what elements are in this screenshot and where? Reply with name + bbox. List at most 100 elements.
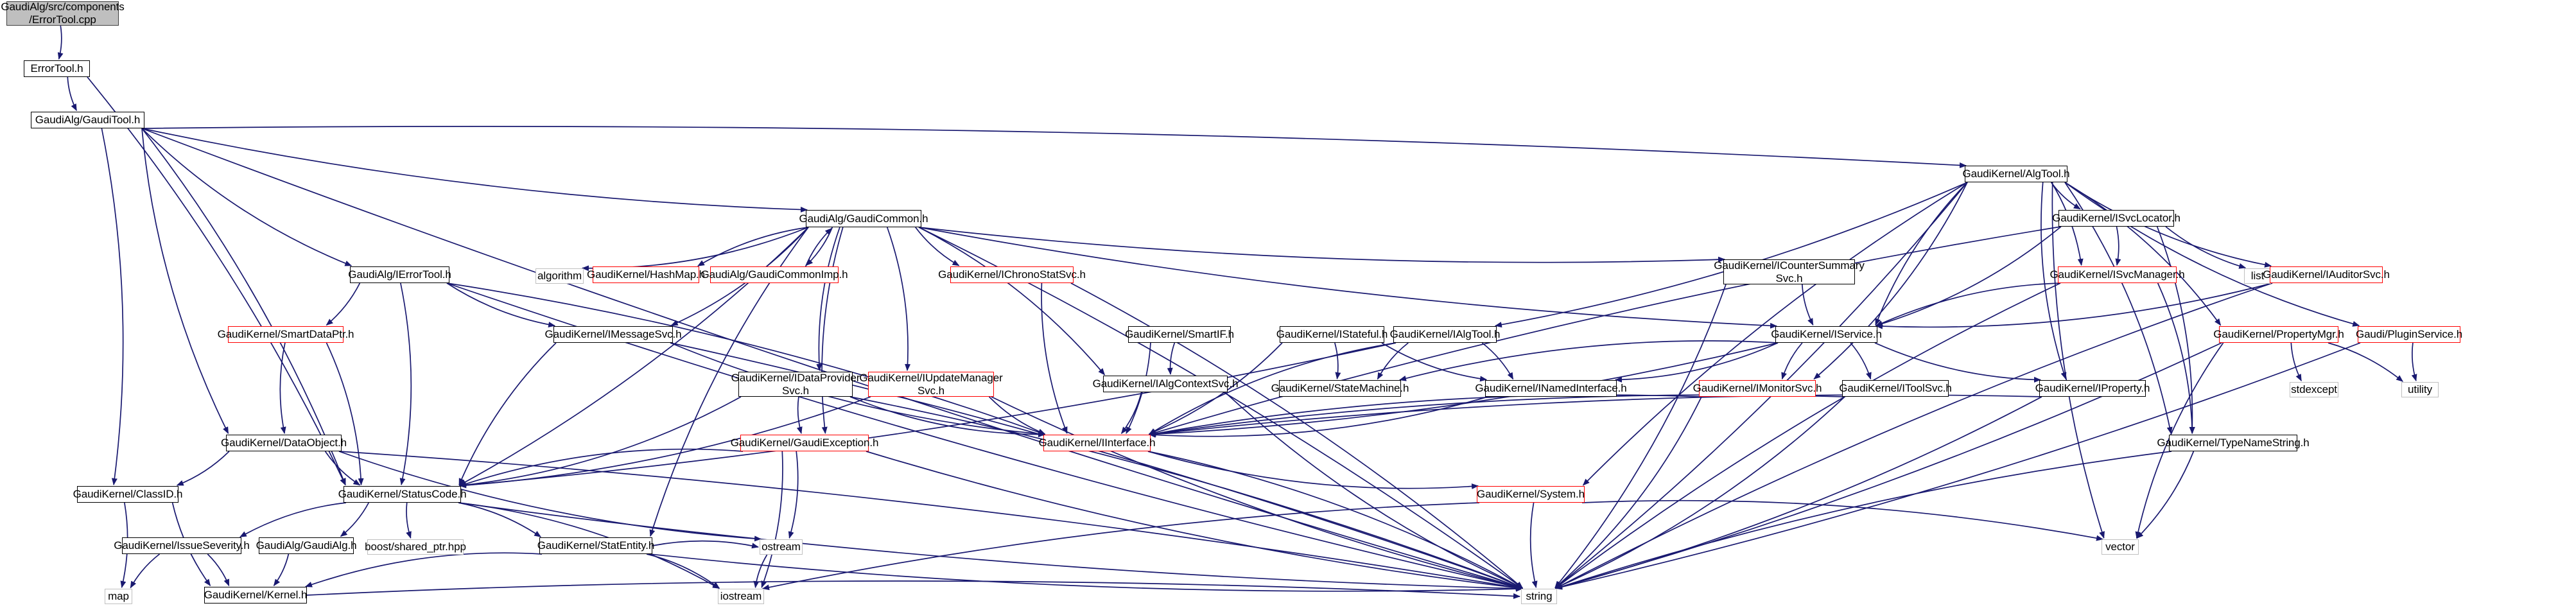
- graph-node-utility[interactable]: utility: [2401, 382, 2439, 397]
- graph-edge: [446, 282, 556, 327]
- graph-node-typenamestring[interactable]: GaudiKernel/TypeNameString.h: [2157, 435, 2310, 451]
- graph-edge: [1377, 342, 1409, 380]
- graph-edge: [67, 76, 77, 111]
- graph-edge: [326, 342, 364, 486]
- graph-node-idataprovider[interactable]: GaudiKernel/IDataProvider Svc.h: [731, 371, 860, 397]
- graph-edge: [305, 552, 543, 587]
- graph-node-icountersummary[interactable]: GaudiKernel/ICounterSummary Svc.h: [1714, 259, 1865, 284]
- graph-node-dataobject[interactable]: GaudiKernel/DataObject.h: [221, 435, 347, 451]
- graph-node-pluginservice[interactable]: Gaudi/PluginService.h: [2356, 326, 2462, 343]
- graph-node-vector[interactable]: vector: [2102, 539, 2139, 555]
- graph-node-hashmap[interactable]: GaudiKernel/HashMap.h: [587, 266, 705, 283]
- graph-node-iauditorsvc[interactable]: GaudiKernel/IAuditorSvc.h: [2263, 266, 2390, 283]
- graph-edge: [2050, 182, 2081, 210]
- graph-edge: [239, 502, 347, 538]
- graph-edge: [1147, 451, 1479, 490]
- graph-node-istateful[interactable]: GaudiKernel/IStateful.h: [1276, 326, 1388, 343]
- graph-node-ialgtool_h[interactable]: GaudiKernel/IAlgTool.h: [1390, 326, 1500, 343]
- graph-node-gaudialg_h[interactable]: GaudiAlg/GaudiAlg.h: [256, 537, 357, 554]
- graph-edge: [649, 553, 1523, 592]
- graph-edge: [1801, 284, 1814, 326]
- graph-edge: [1615, 342, 1779, 383]
- graph-node-string[interactable]: string: [1521, 589, 1557, 604]
- graph-edge: [1149, 394, 2042, 437]
- graph-node-ialgcontextsvc[interactable]: GaudiKernel/IAlgContextSvc.h: [1093, 376, 1239, 392]
- graph-edge: [1147, 451, 1523, 589]
- graph-node-iinterface[interactable]: GaudiKernel/IInterface.h: [1039, 435, 1156, 451]
- graph-edge: [1875, 282, 2273, 329]
- graph-edge: [1149, 396, 1488, 438]
- graph-node-imessagesvc[interactable]: GaudiKernel/IMessageSvc.h: [545, 326, 682, 343]
- graph-node-inamedinterface[interactable]: GaudiKernel/INamedInterface.h: [1475, 380, 1627, 397]
- graph-edge: [849, 396, 1045, 438]
- graph-node-errortool_h[interactable]: ErrorTool.h: [24, 60, 90, 77]
- graph-edge: [1581, 499, 2103, 541]
- graph-node-smartdataptr[interactable]: GaudiKernel/SmartDataPtr.h: [218, 326, 354, 343]
- graph-edge: [1149, 394, 1702, 437]
- graph-edge: [866, 451, 1523, 591]
- graph-edge: [1529, 502, 1538, 588]
- graph-edge: [849, 396, 1524, 589]
- graph-node-iostream[interactable]: iostream: [718, 589, 764, 604]
- graph-edge: [2064, 182, 2222, 326]
- graph-node-gaudicommonimp[interactable]: GaudiAlg/GaudiCommonImp.h: [701, 266, 848, 283]
- graph-edge: [2328, 342, 2403, 382]
- graph-edge: [1781, 342, 1803, 380]
- graph-edge: [399, 282, 412, 485]
- graph-node-map[interactable]: map: [105, 589, 132, 604]
- graph-node-statemachine[interactable]: GaudiKernel/StateMachine.h: [1271, 380, 1409, 397]
- graph-node-boostsharedptr[interactable]: boost/shared_ptr.hpp: [365, 539, 466, 555]
- graph-node-kernel_h[interactable]: GaudiKernel/Kernel.h: [204, 587, 307, 604]
- graph-node-ialgtool_top[interactable]: GaudiKernel/AlgTool.h: [1962, 166, 2070, 182]
- graph-edge: [141, 128, 229, 434]
- graph-node-smartif[interactable]: GaudiKernel/SmartIF.h: [1125, 326, 1234, 343]
- graph-node-ichronostatsvc[interactable]: GaudiKernel/IChronoStatSvc.h: [938, 266, 1086, 283]
- graph-node-gaudicommon_h[interactable]: GaudiAlg/GaudiCommon.h: [799, 210, 928, 227]
- graph-edge: [753, 554, 768, 589]
- graph-edge: [1494, 182, 1968, 328]
- graph-node-issueseverity[interactable]: GaudiKernel/IssueSeverity.h: [114, 537, 250, 554]
- graph-edge: [652, 540, 759, 549]
- graph-node-ostream[interactable]: ostream: [760, 539, 803, 555]
- graph-edge: [886, 227, 911, 371]
- graph-node-iservice[interactable]: GaudiKernel/IService.h: [1771, 326, 1882, 343]
- graph-node-gaudiexception[interactable]: GaudiKernel/GaudiException.h: [731, 435, 878, 451]
- graph-node-imonitorsvc[interactable]: GaudiKernel/IMonitorSvc.h: [1693, 380, 1822, 397]
- graph-edge: [991, 396, 1524, 590]
- graph-edge: [1875, 226, 2062, 327]
- graph-edge: [87, 76, 346, 486]
- graph-node-root[interactable]: GaudiAlg/src/components /ErrorTool.cpp: [1, 1, 125, 26]
- graph-edge: [458, 502, 542, 537]
- graph-edge: [306, 580, 1520, 599]
- graph-node-iproperty[interactable]: GaudiKernel/IProperty.h: [2035, 380, 2150, 397]
- graph-edge: [1399, 340, 1779, 381]
- graph-edge: [406, 502, 412, 539]
- graph-node-statentity[interactable]: GaudiKernel/StatEntity.h: [537, 537, 654, 554]
- graph-edge: [458, 342, 557, 486]
- graph-edge: [1554, 396, 2042, 590]
- graph-node-classid[interactable]: GaudiKernel/ClassID.h: [73, 486, 183, 503]
- graph-node-isvclocator[interactable]: GaudiKernel/ISvcLocator.h: [2052, 210, 2180, 227]
- graph-node-ipropertymgr[interactable]: GaudiKernel/PropertyMgr.h: [2213, 326, 2344, 343]
- graph-edge: [1874, 342, 2041, 383]
- graph-node-iupdatemanager[interactable]: GaudiKernel/IUpdateManager Svc.h: [859, 371, 1003, 397]
- graph-edge: [141, 126, 1967, 168]
- graph-edge: [141, 128, 352, 266]
- graph-edge: [1875, 182, 1968, 326]
- graph-node-system_h[interactable]: GaudiKernel/System.h: [1477, 486, 1585, 503]
- graph-node-itoolsvc[interactable]: GaudiKernel/IToolSvc.h: [1839, 380, 1952, 397]
- graph-node-ierrortool_h[interactable]: GaudiAlg/IErrorTool.h: [348, 266, 451, 283]
- graph-edge: [915, 227, 960, 266]
- graph-edge: [1554, 396, 1845, 589]
- graph-edge: [816, 227, 840, 371]
- graph-node-isvcmanager[interactable]: GaudiKernel/ISvcManager.h: [2049, 266, 2185, 283]
- graph-node-gauditool_h[interactable]: GaudiAlg/GaudiTool.h: [31, 112, 144, 128]
- graph-edge: [458, 396, 742, 488]
- graph-node-statuscode[interactable]: GaudiKernel/StatusCode.h: [338, 486, 467, 503]
- graph-node-stdexcept[interactable]: stdexcept: [2290, 382, 2338, 397]
- graph-edge: [2157, 282, 2195, 435]
- graph-node-algorithm[interactable]: algorithm: [535, 268, 584, 284]
- graph-edge: [459, 342, 1397, 489]
- graph-edge: [762, 502, 1480, 591]
